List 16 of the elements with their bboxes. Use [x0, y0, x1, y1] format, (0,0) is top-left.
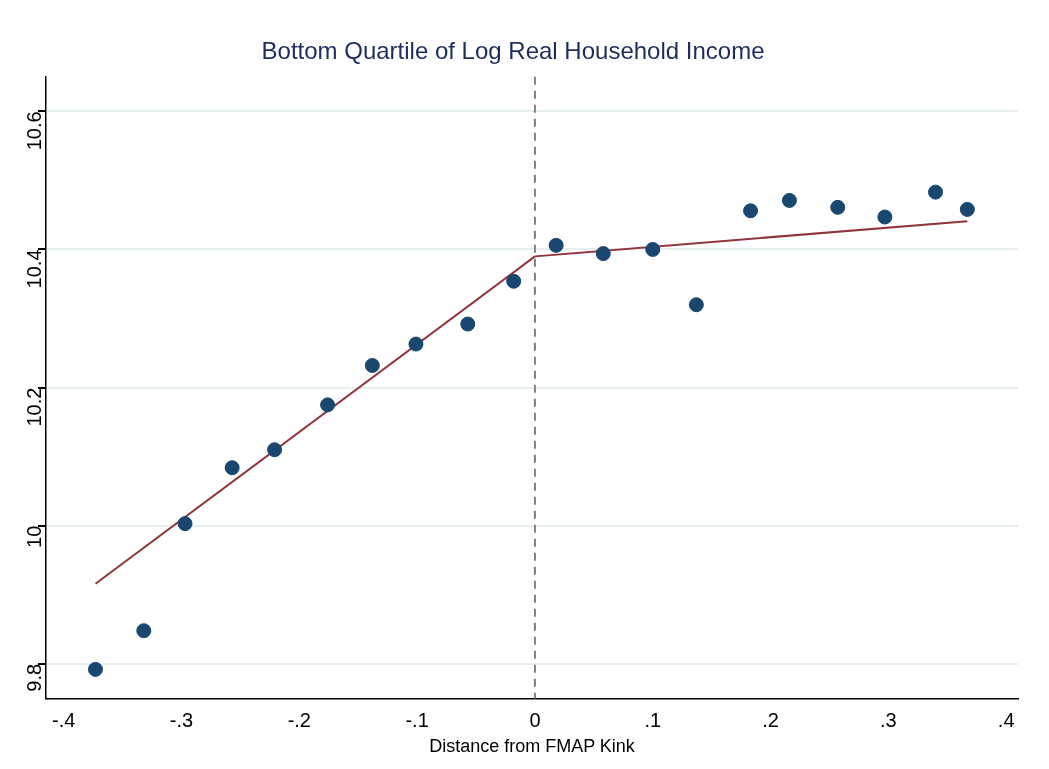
x-tick-label: -.4 [52, 708, 76, 731]
x-tick-label: .1 [644, 708, 662, 731]
y-tick-label: 10 [22, 525, 45, 548]
y-tick-label: 9.8 [22, 663, 45, 692]
x-tick-label: .2 [762, 708, 779, 731]
x-axis-title: Distance from FMAP Kink [429, 736, 636, 757]
y-tick-label: 10.6 [22, 111, 45, 151]
x-tick-label: -.3 [169, 708, 194, 731]
y-tick-label: 10.4 [22, 249, 45, 289]
x-tick-label: .3 [880, 708, 897, 731]
x-tick-label: -.1 [405, 708, 429, 731]
x-tick-label: -.2 [287, 708, 311, 731]
chart-title: Bottom Quartile of Log Real Household Income [261, 37, 765, 65]
x-tick-label: .4 [997, 708, 1015, 731]
x-tick-label: 0 [529, 708, 541, 731]
y-tick-label: 10.2 [22, 387, 45, 427]
